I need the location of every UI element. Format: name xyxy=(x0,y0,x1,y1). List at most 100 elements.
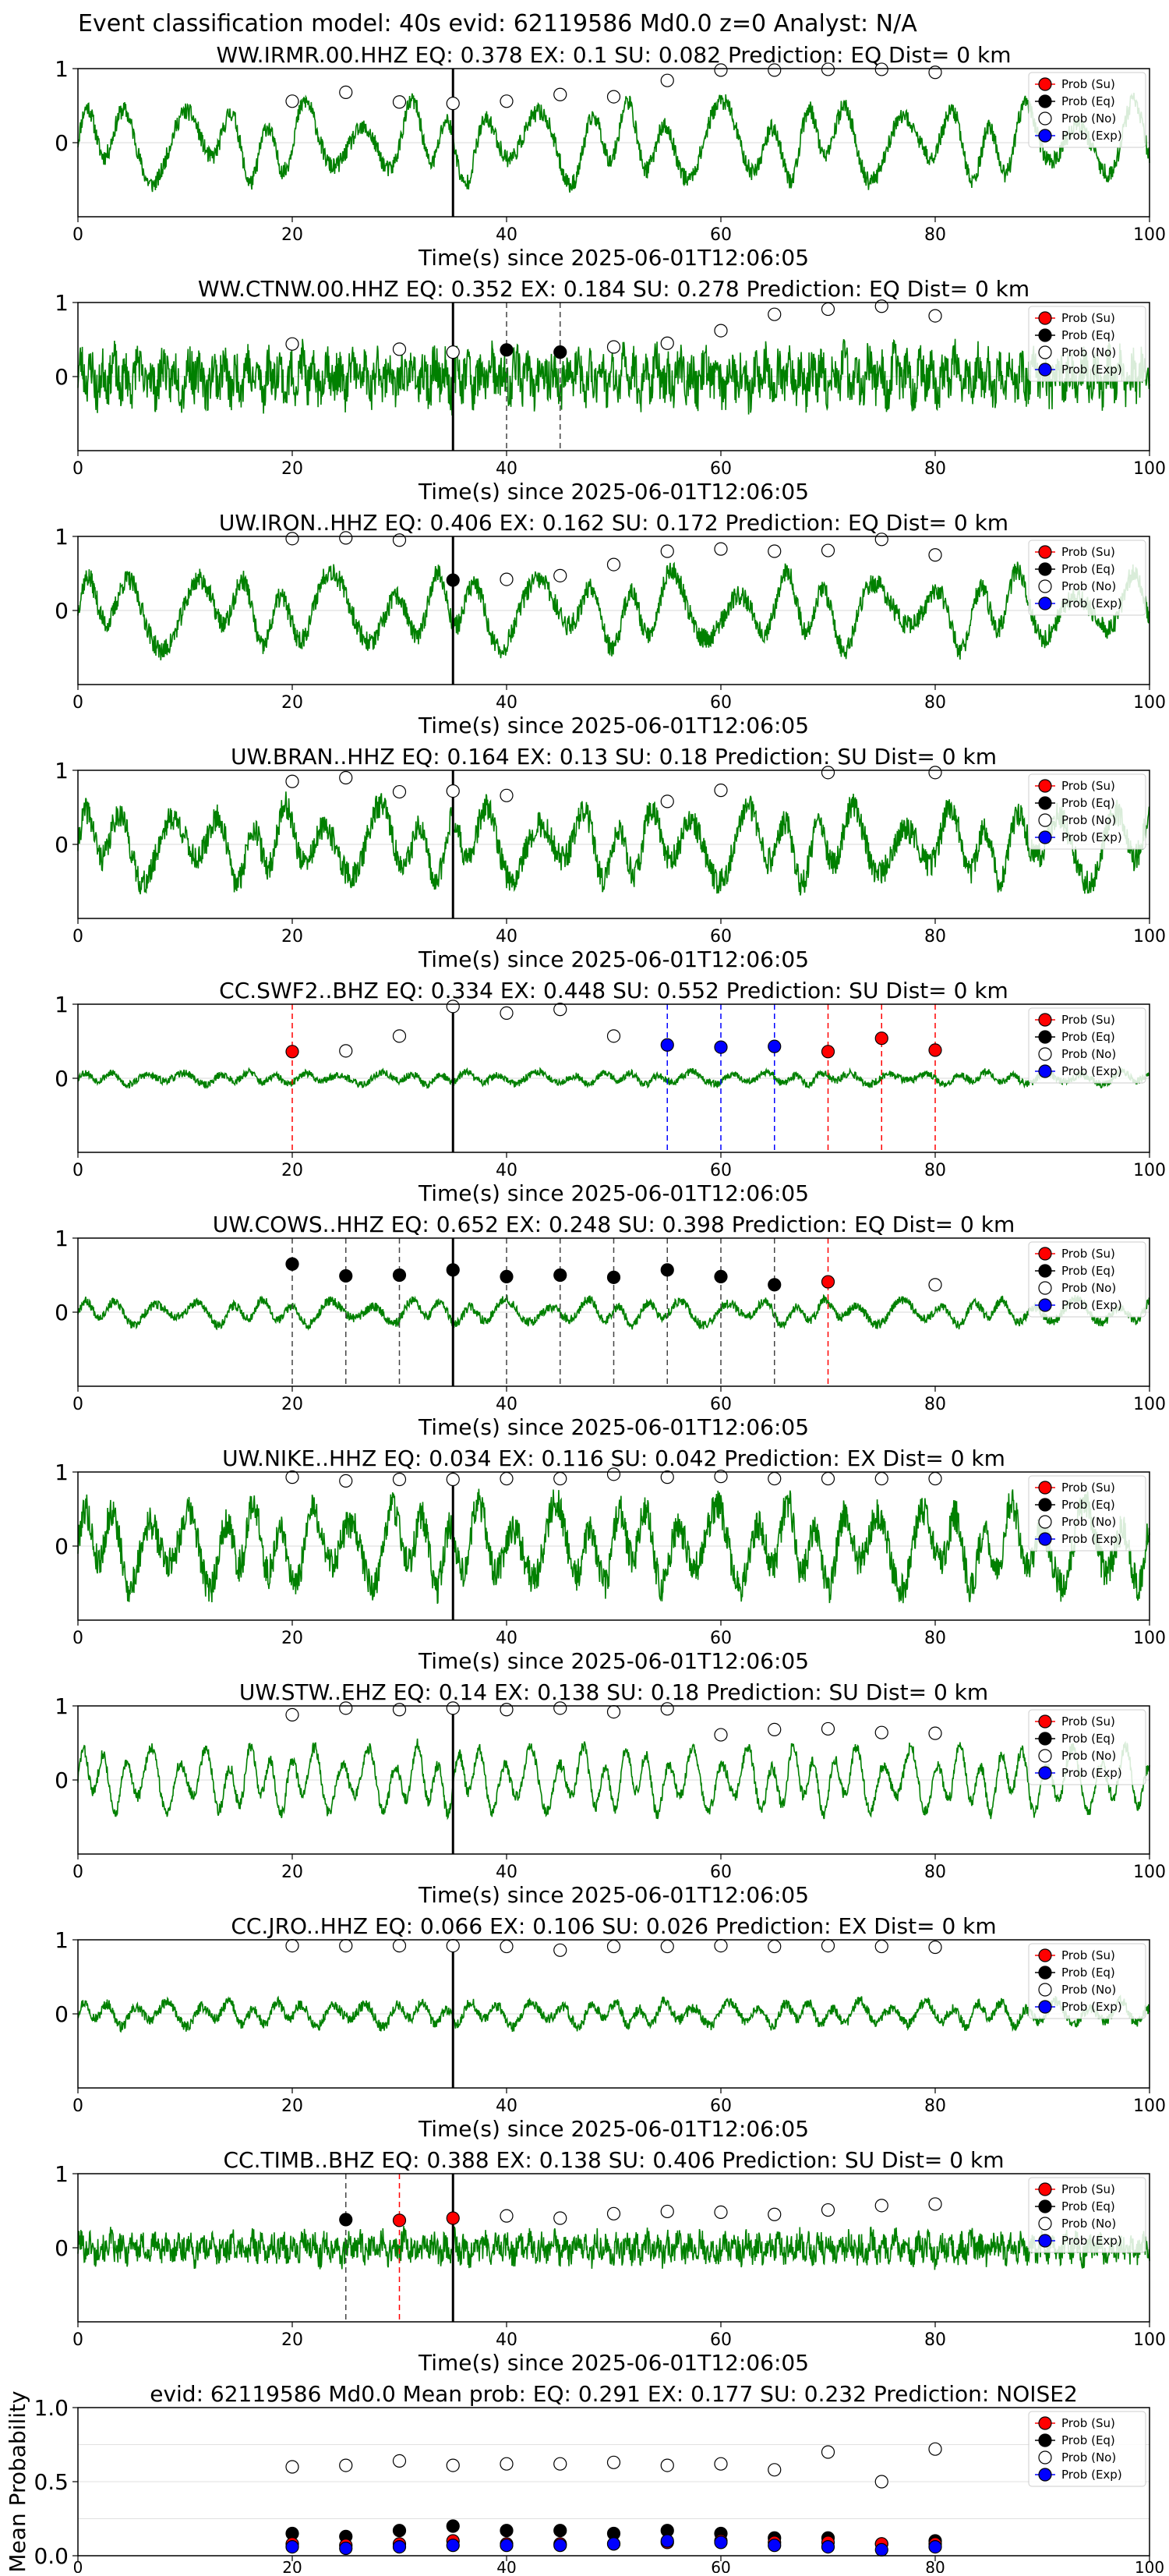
x-tick-label: 60 xyxy=(710,459,732,479)
mean-point-eq xyxy=(446,2519,460,2533)
mean-point-exp xyxy=(285,2540,299,2554)
prob-point-no xyxy=(874,299,888,313)
x-tick-label: 40 xyxy=(496,2558,516,2573)
prob-point-no xyxy=(446,1939,460,1953)
y-tick-label: 1 xyxy=(55,2161,69,2187)
prob-point-no xyxy=(660,2204,674,2219)
legend-label-exp: Prob (Exp) xyxy=(1061,1298,1122,1312)
mean-point-no xyxy=(660,2458,674,2472)
panel-title: WW.IRMR.00.HHZ EQ: 0.378 EX: 0.1 SU: 0.0… xyxy=(217,42,1012,68)
x-tick-label: 0 xyxy=(72,2097,83,2116)
prob-point-no xyxy=(768,1471,782,1486)
prob-point-no xyxy=(928,1726,942,1740)
prob-point-eq xyxy=(339,2213,353,2227)
x-tick-label: 80 xyxy=(924,693,946,713)
waveform-panel-3: UW.IRON..HHZ EQ: 0.406 EX: 0.162 SU: 0.1… xyxy=(55,510,1166,738)
legend-label-exp: Prob (Exp) xyxy=(1061,1064,1122,1078)
legend-marker-exp xyxy=(1038,1532,1052,1546)
prob-point-no xyxy=(821,543,835,557)
prob-point-no xyxy=(553,1003,567,1017)
x-axis-label: Time(s) since 2025-06-01T12:06:05 xyxy=(418,1180,809,1206)
prob-point-no xyxy=(821,766,835,780)
legend-label-exp: Prob (Exp) xyxy=(1061,830,1122,844)
waveform-trace xyxy=(77,92,1150,193)
prob-point-no xyxy=(928,65,942,80)
legend: Prob (Su) Prob (Eq) Prob (No) Prob (Exp) xyxy=(1028,1709,1146,1785)
y-tick-label: 0 xyxy=(55,130,69,156)
y-tick-label: 1 xyxy=(55,1927,69,1953)
legend-marker-eq xyxy=(1038,1264,1052,1278)
prob-point-no xyxy=(874,62,888,76)
prob-point-no xyxy=(606,1467,621,1481)
legend-marker-eq xyxy=(1038,2433,1052,2447)
x-tick-label: 100 xyxy=(1133,459,1166,479)
legend-label-exp: Prob (Exp) xyxy=(1061,596,1122,610)
legend-label-no: Prob (No) xyxy=(1061,1515,1116,1529)
panel-title: WW.CTNW.00.HHZ EQ: 0.352 EX: 0.184 SU: 0… xyxy=(198,276,1029,302)
mean-panel-title: evid: 62119586 Md0.0 Mean prob: EQ: 0.29… xyxy=(150,2381,1078,2407)
legend-label-su: Prob (Su) xyxy=(1061,1013,1115,1027)
legend-marker-exp xyxy=(1038,596,1052,610)
x-tick-label: 100 xyxy=(1133,693,1166,713)
prob-point-exp xyxy=(714,1040,728,1054)
x-axis-label: Time(s) since 2025-06-01T12:06:05 xyxy=(418,713,809,738)
legend: Prob (Su) Prob (Eq) Prob (No) Prob (Exp) xyxy=(1028,773,1146,850)
x-tick-label: 80 xyxy=(924,1161,946,1180)
x-tick-label: 60 xyxy=(711,2558,730,2573)
prob-point-no xyxy=(446,1472,460,1487)
prob-point-no xyxy=(606,90,621,104)
prob-point-no xyxy=(553,87,567,101)
y-tick-label: 0 xyxy=(55,832,69,858)
prob-point-no xyxy=(714,2205,728,2219)
y-tick-label: 1 xyxy=(55,1693,69,1719)
y-tick-label: 0 xyxy=(55,2235,69,2261)
prob-point-no xyxy=(821,1939,835,1953)
y-tick-label: 0 xyxy=(55,2001,69,2027)
panel-title: CC.SWF2..BHZ EQ: 0.334 EX: 0.448 SU: 0.5… xyxy=(219,978,1008,1003)
x-tick-label: 100 xyxy=(1133,1863,1166,1882)
waveform-panel-7: UW.NIKE..HHZ EQ: 0.034 EX: 0.116 SU: 0.0… xyxy=(55,1445,1166,1674)
prob-point-no xyxy=(553,1943,567,1957)
x-tick-label: 60 xyxy=(710,1395,732,1414)
legend-marker-eq xyxy=(1038,1732,1052,1746)
x-tick-label: 100 xyxy=(1133,1161,1166,1180)
prob-point-no xyxy=(392,1472,407,1487)
x-tick-label: 40 xyxy=(496,1629,517,1648)
legend-frame xyxy=(1028,1709,1146,1785)
legend-label-eq: Prob (Eq) xyxy=(1061,1264,1115,1278)
y-tick-label: 1 xyxy=(55,1226,69,1251)
x-tick-label: 40 xyxy=(496,693,517,713)
prob-point-no xyxy=(285,532,299,546)
prob-point-no xyxy=(768,1939,782,1954)
prob-point-eq xyxy=(768,1278,782,1292)
legend-label-su: Prob (Su) xyxy=(1061,77,1115,91)
x-tick-label: 40 xyxy=(496,2097,517,2116)
mean-point-exp xyxy=(339,2541,353,2556)
mean-point-no xyxy=(821,2445,835,2459)
prob-point-no xyxy=(392,95,407,109)
legend: Prob (Su) Prob (Eq) Prob (No) Prob (Exp) xyxy=(1028,2411,1146,2487)
legend-label-exp: Prob (Exp) xyxy=(1061,2234,1122,2248)
legend-label-eq: Prob (Eq) xyxy=(1061,1966,1115,1980)
legend-label-eq: Prob (Eq) xyxy=(1061,328,1115,342)
legend-frame xyxy=(1028,773,1146,850)
prob-point-no xyxy=(768,544,782,558)
mean-point-exp xyxy=(714,2535,728,2549)
mean-point-no xyxy=(500,2457,514,2471)
prob-point-no xyxy=(339,770,353,785)
legend-marker-eq xyxy=(1038,1966,1052,1980)
prob-point-no xyxy=(285,774,299,788)
prob-point-eq xyxy=(446,573,460,587)
x-tick-label: 20 xyxy=(281,2330,303,2350)
prob-point-no xyxy=(606,1705,621,1719)
legend-frame xyxy=(1028,540,1146,616)
legend-marker-su xyxy=(1038,1247,1052,1261)
legend-marker-su xyxy=(1038,1714,1052,1729)
legend-label-no: Prob (No) xyxy=(1061,345,1116,359)
x-tick-label: 40 xyxy=(496,927,517,947)
prob-point-no xyxy=(446,784,460,798)
legend-marker-su xyxy=(1038,311,1052,325)
legend: Prob (Su) Prob (Eq) Prob (No) Prob (Exp) xyxy=(1028,72,1146,148)
prob-point-no xyxy=(821,2203,835,2217)
waveform-panel-9: CC.JRO..HHZ EQ: 0.066 EX: 0.106 SU: 0.02… xyxy=(55,1913,1166,2142)
